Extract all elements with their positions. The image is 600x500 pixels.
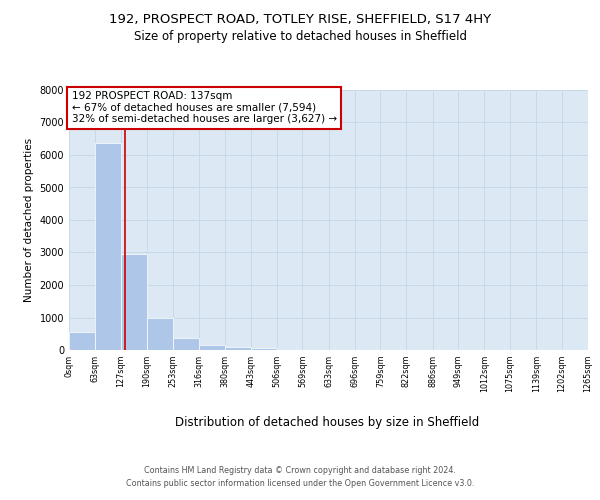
Bar — [121, 254, 147, 350]
Text: Distribution of detached houses by size in Sheffield: Distribution of detached houses by size … — [175, 416, 479, 429]
Bar — [147, 318, 173, 350]
Bar — [225, 347, 251, 350]
Bar — [69, 332, 95, 350]
Text: 192 PROSPECT ROAD: 137sqm
← 67% of detached houses are smaller (7,594)
32% of se: 192 PROSPECT ROAD: 137sqm ← 67% of detac… — [71, 92, 337, 124]
Y-axis label: Number of detached properties: Number of detached properties — [24, 138, 34, 302]
Text: Contains HM Land Registry data © Crown copyright and database right 2024.
Contai: Contains HM Land Registry data © Crown c… — [126, 466, 474, 487]
Bar — [173, 338, 199, 350]
Bar — [199, 345, 225, 350]
Bar — [251, 348, 277, 350]
Bar — [95, 142, 121, 350]
Text: 192, PROSPECT ROAD, TOTLEY RISE, SHEFFIELD, S17 4HY: 192, PROSPECT ROAD, TOTLEY RISE, SHEFFIE… — [109, 12, 491, 26]
Text: Size of property relative to detached houses in Sheffield: Size of property relative to detached ho… — [133, 30, 467, 43]
